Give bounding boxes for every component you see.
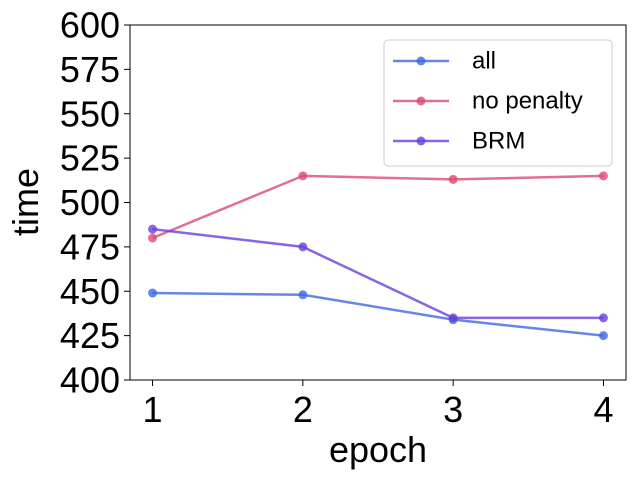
x-tick-label: 1: [143, 389, 163, 430]
x-tick-4: 4: [593, 380, 613, 430]
y-tick-550: 550: [60, 93, 130, 134]
series-line-no-penalty: [152, 174, 604, 240]
series-line-brm: [152, 227, 604, 320]
y-tick-label: 475: [60, 226, 120, 267]
data-point-brm: [448, 313, 458, 323]
y-tick-label: 575: [60, 49, 120, 90]
y-tick-label: 450: [60, 271, 120, 312]
legend-box: [383, 39, 613, 167]
legend-label: BRM: [472, 128, 525, 155]
legend-item-brm: BRM: [393, 128, 525, 155]
y-tick-425: 425: [60, 315, 130, 356]
legend-item-all: all: [393, 48, 496, 75]
data-point-all: [598, 331, 608, 341]
data-point-no-penalty: [448, 174, 458, 184]
y-tick-label: 425: [60, 315, 120, 356]
y-tick-450: 450: [60, 271, 130, 312]
y-tick-label: 400: [60, 360, 120, 401]
series-layer: [148, 171, 608, 341]
x-tick-1: 1: [143, 380, 163, 430]
y-tick-525: 525: [60, 138, 130, 179]
series-brm: [148, 224, 608, 323]
data-point-brm: [298, 242, 308, 252]
data-point-all: [298, 290, 308, 300]
series-no-penalty: [148, 171, 608, 243]
series-line-all: [152, 291, 604, 337]
y-tick-label: 500: [60, 182, 120, 223]
x-tick-2: 2: [293, 380, 313, 430]
x-axis: 1 2 3 4: [143, 380, 613, 430]
y-tick-label: 600: [60, 5, 120, 46]
x-tick-3: 3: [443, 380, 463, 430]
y-tick-475: 475: [60, 226, 130, 267]
y-tick-500: 500: [60, 182, 130, 223]
legend-item-no-penalty: no penalty: [393, 88, 583, 115]
y-tick-575: 575: [60, 49, 130, 90]
y-tick-400: 400: [60, 360, 130, 401]
x-tick-label: 3: [443, 389, 463, 430]
data-point-no-penalty: [598, 171, 608, 181]
data-point-brm: [598, 313, 608, 323]
data-point-no-penalty: [148, 233, 158, 243]
data-point-no-penalty: [298, 171, 308, 181]
y-tick-600: 600: [60, 5, 130, 46]
y-tick-label: 550: [60, 93, 120, 134]
y-axis-label: time: [5, 168, 46, 236]
y-tick-label: 525: [60, 138, 120, 179]
legend-label: all: [472, 48, 496, 75]
data-point-all: [148, 288, 158, 298]
x-tick-label: 4: [593, 389, 613, 430]
legend-label: no penalty: [472, 88, 583, 115]
x-axis-label: epoch: [329, 429, 427, 470]
x-tick-label: 2: [293, 389, 313, 430]
y-axis: 400 425 450 475 500 525 550 575: [60, 5, 130, 401]
data-point-brm: [148, 224, 158, 234]
legend: all no penalty BRM: [383, 39, 613, 167]
